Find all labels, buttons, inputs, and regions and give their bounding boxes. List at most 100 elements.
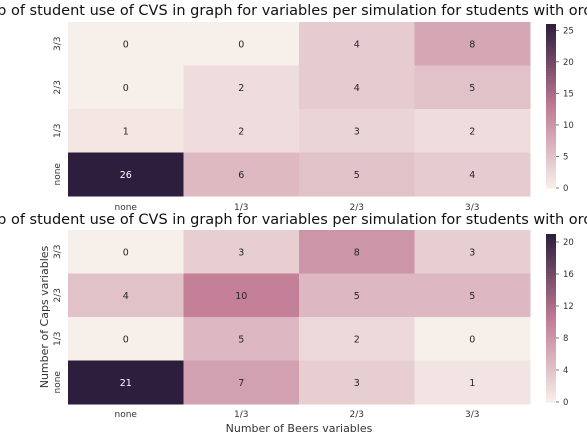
heatmap-cell (68, 273, 184, 318)
colorbar-segment (546, 163, 556, 167)
colorbar-segment (546, 73, 556, 77)
colorbar-segment (546, 337, 556, 341)
cell-value-label: 3 (469, 247, 475, 258)
x-tick-label: 2/3 (350, 410, 364, 420)
colorbar-segment (546, 157, 556, 162)
heatmap-cell (68, 360, 184, 405)
colorbar-segment (546, 59, 556, 63)
colorbar-segment (546, 340, 556, 344)
heatmap-cell (183, 273, 300, 318)
colorbar-segment (546, 75, 556, 80)
colorbar-segment (546, 97, 556, 102)
colorbar-segment (546, 114, 556, 118)
colorbar-tick-label: 8 (563, 334, 568, 344)
cell-value-label: 0 (123, 334, 129, 345)
colorbar-segment (546, 250, 556, 255)
colorbar-segment (546, 106, 556, 110)
colorbar-segment (546, 256, 556, 260)
colorbar-segment (546, 323, 556, 327)
heatmap-cell (299, 109, 415, 153)
colorbar-segment (546, 103, 556, 107)
colorbar-segment (546, 152, 556, 156)
x-tick-label: 1/3 (234, 203, 248, 213)
colorbar-segment (546, 78, 556, 82)
colorbar-segment (546, 388, 556, 392)
colorbar-tick-label: 10 (563, 121, 574, 131)
colorbar-segment (546, 168, 556, 173)
cell-value-label: 0 (469, 334, 475, 345)
heatmap-cell (414, 22, 531, 66)
colorbar-segment (546, 351, 556, 355)
colorbar-segment (546, 32, 556, 36)
x-tick-label: 3/3 (465, 410, 479, 420)
colorbar-segment (546, 346, 556, 350)
heatmap-cell (183, 152, 300, 197)
heatmap-cell (299, 273, 415, 318)
y-tick-label: none (53, 371, 63, 394)
colorbar-segment (546, 248, 556, 252)
colorbar-segment (546, 399, 556, 403)
colorbar-segment (546, 262, 556, 266)
colorbar-segment (546, 100, 556, 104)
colorbar-tick-label: 5 (563, 152, 568, 162)
heatmap-cell (68, 65, 184, 110)
heatmap-cell (68, 109, 184, 153)
cell-value-label: 4 (354, 39, 360, 50)
heatmap-cell (183, 65, 300, 110)
colorbar-segment (546, 292, 556, 297)
colorbar-segment (546, 315, 556, 319)
heatmap-cell (68, 152, 184, 197)
x-tick-label: none (115, 203, 138, 213)
heatmap-cell (183, 109, 300, 153)
heatmap-cell (414, 273, 531, 318)
colorbar-segment (546, 276, 556, 280)
y-axis-label: Number of Caps variables (38, 245, 51, 388)
colorbar-segment (546, 393, 556, 397)
colorbar-tick-label: 16 (563, 270, 574, 280)
colorbar-segment (546, 301, 556, 305)
colorbar-segment (546, 267, 556, 271)
colorbar-segment (546, 273, 556, 277)
colorbar-segment (546, 119, 556, 123)
colorbar-segment (546, 298, 556, 302)
colorbar-segment (546, 174, 556, 178)
heatmap-cell (414, 152, 531, 197)
heatmap-cell (183, 317, 300, 361)
cell-value-label: 5 (469, 83, 475, 94)
colorbar-tick-label: 20 (563, 58, 574, 68)
colorbar-segment (546, 312, 556, 316)
colorbar-segment (546, 147, 556, 151)
cell-value-label: 3 (238, 247, 244, 258)
colorbar-tick-label: 0 (563, 184, 568, 194)
colorbar-segment (546, 111, 556, 115)
x-tick-label: 3/3 (465, 203, 479, 213)
colorbar-segment (546, 365, 556, 369)
cell-value-label: 4 (469, 170, 475, 181)
colorbar-segment (546, 396, 556, 400)
colorbar-segment (546, 295, 556, 299)
colorbar-segment (546, 245, 556, 249)
cell-value-label: 10 (235, 291, 247, 302)
x-axis-label: Number of Beers variables (226, 422, 373, 435)
heatmap-cell (299, 360, 415, 405)
cell-value-label: 5 (354, 291, 360, 302)
colorbar-segment (546, 354, 556, 358)
cell-value-label: 0 (123, 39, 129, 50)
colorbar-segment (546, 185, 556, 189)
colorbar-segment (546, 368, 556, 372)
y-tick-label: 2/3 (53, 288, 63, 302)
colorbar-tick-label: 4 (563, 366, 568, 376)
heatmap-cell (414, 65, 531, 110)
colorbar-segment (546, 133, 556, 137)
y-tick-label: 1/3 (53, 124, 63, 138)
colorbar-segment (546, 371, 556, 375)
colorbar-tick-label: 25 (563, 26, 574, 36)
colorbar-segment (546, 155, 556, 159)
colorbar-segment (546, 144, 556, 148)
heatmap-cell (414, 109, 531, 153)
cell-value-label: 21 (120, 378, 132, 389)
y-tick-label: none (53, 163, 63, 186)
colorbar-segment (546, 253, 556, 257)
cell-value-label: 0 (123, 83, 129, 94)
colorbar-segment (546, 318, 556, 322)
